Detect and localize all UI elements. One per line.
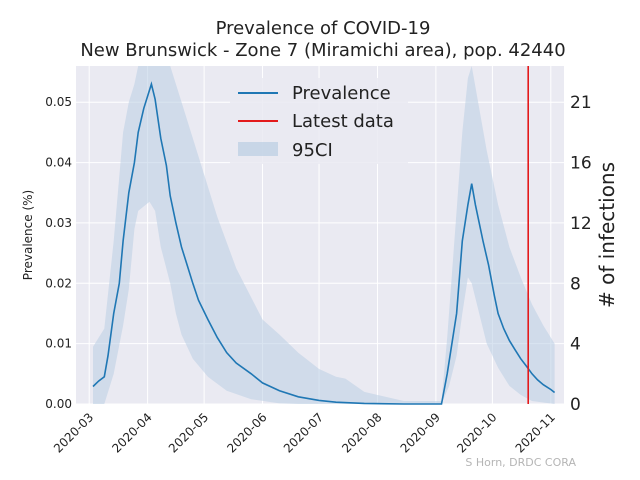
x-tick-label: 2020-04: [109, 410, 154, 455]
x-tick-label: 2020-05: [166, 410, 211, 455]
x-tick-label: 2020-10: [454, 410, 499, 455]
x-tick-label: 2020-11: [513, 410, 558, 455]
chart-title: Prevalence of COVID-19: [215, 18, 431, 39]
prevalence-line: [92, 81, 556, 405]
x-tick-label: 2020-09: [398, 410, 443, 455]
x-tick-label: 2020-03: [51, 410, 96, 455]
y2-tick-label: 0: [570, 395, 581, 415]
chart-subtitle: New Brunswick - Zone 7 (Miramichi area),…: [80, 40, 566, 61]
y-tick-label: 0.04: [45, 156, 72, 170]
y2-tick-label: 8: [570, 274, 581, 294]
y-tick-label: 0.00: [45, 397, 72, 411]
y2-tick-label: 16: [570, 154, 592, 174]
legend-latest-label: Latest data: [292, 111, 394, 132]
x-tick-label: 2020-08: [339, 410, 384, 455]
y2-axis-label: # of infections: [595, 162, 619, 308]
y2-tick-label: 21: [570, 93, 592, 113]
y-axis-ticks: 0.00 0.01 0.02 0.03 0.04 0.05: [45, 95, 72, 411]
x-tick-label: 2020-06: [224, 410, 269, 455]
x-axis-ticks: 2020-03 2020-04 2020-05 2020-06 2020-07 2020-…: [51, 410, 558, 455]
legend-ci-label: 95CI: [292, 140, 333, 161]
legend-ci-swatch: [238, 142, 278, 156]
y2-tick-label: 4: [570, 335, 581, 355]
y2-tick-label: 12: [570, 214, 592, 234]
y-tick-label: 0.03: [45, 216, 72, 230]
credit-text: S Horn, DRDC CORA: [465, 456, 576, 469]
legend: Prevalence Latest data 95CI: [230, 78, 408, 164]
y2-axis-ticks: 0 4 8 12 16 21: [570, 93, 592, 415]
y-tick-label: 0.05: [45, 95, 72, 109]
x-tick-label: 2020-07: [281, 410, 326, 455]
legend-prevalence-label: Prevalence: [292, 83, 391, 104]
y-axis-label: Prevalence (%): [21, 190, 35, 280]
y-tick-label: 0.02: [45, 276, 72, 290]
y-tick-label: 0.01: [45, 337, 72, 351]
